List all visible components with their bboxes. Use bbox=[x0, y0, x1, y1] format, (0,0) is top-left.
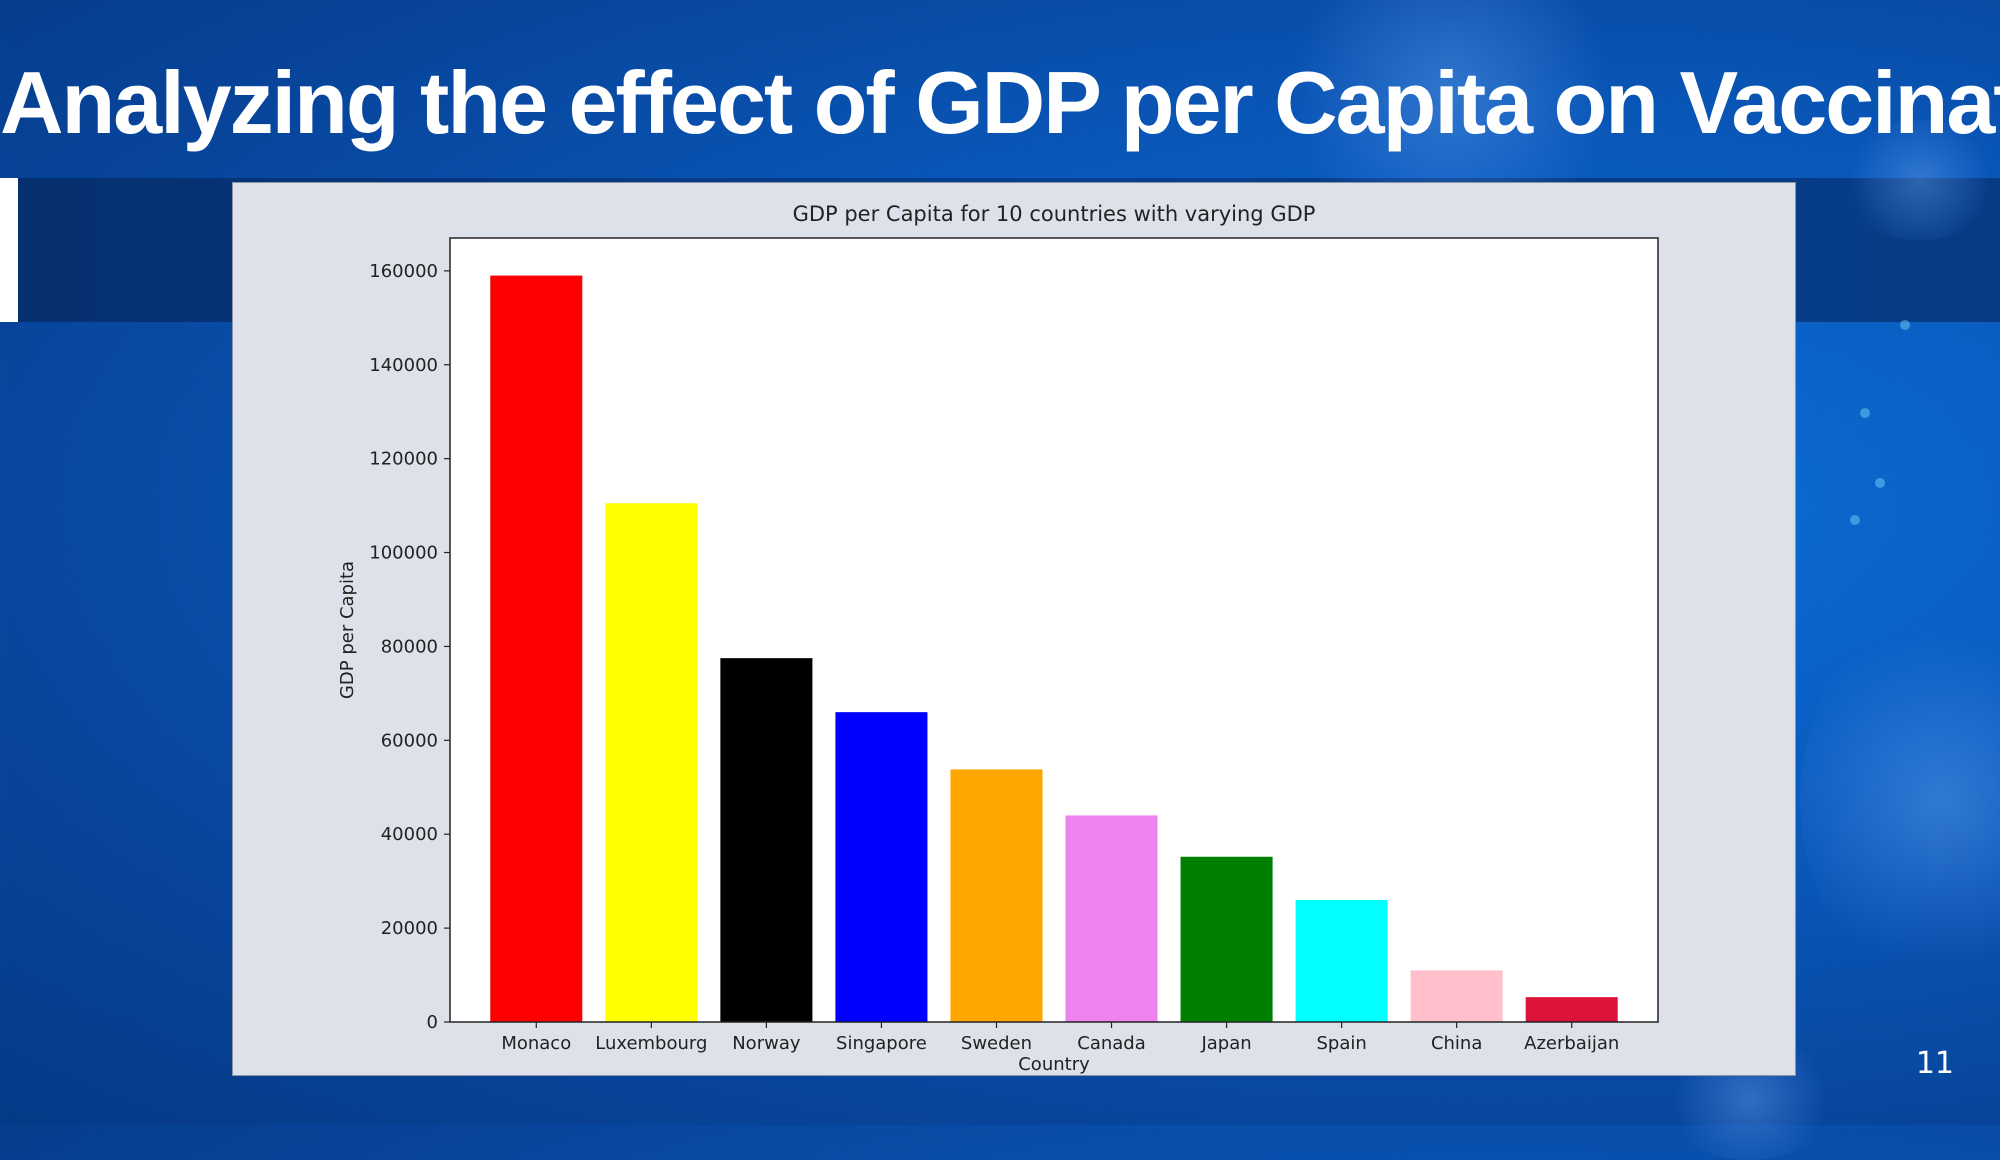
bar-spain bbox=[1295, 899, 1388, 1022]
x-tick-label: Canada bbox=[1077, 1033, 1146, 1054]
y-tick-label: 140000 bbox=[369, 355, 438, 376]
particle-dot bbox=[1900, 320, 1910, 330]
particle-dot bbox=[1875, 478, 1885, 488]
y-tick-label: 20000 bbox=[381, 918, 438, 939]
virus-decoration-right bbox=[1800, 610, 2000, 990]
y-tick-label: 160000 bbox=[369, 261, 438, 282]
y-tick-label: 80000 bbox=[381, 636, 438, 657]
y-tick-label: 60000 bbox=[381, 730, 438, 751]
chart-figure: Monaco Luxembourg Norway Singapore Sweden Can… bbox=[232, 182, 1796, 1076]
bar-luxembourg bbox=[605, 503, 698, 1023]
y-tick-label: 40000 bbox=[381, 824, 438, 845]
x-axis-label: Country bbox=[1018, 1054, 1090, 1075]
bar-sweden bbox=[950, 769, 1043, 1022]
virus-decoration-top-right bbox=[1840, 120, 2000, 240]
x-tick-label: Sweden bbox=[961, 1033, 1032, 1054]
y-axis-label: GDP per Capita bbox=[337, 561, 358, 699]
x-tick-label: Norway bbox=[732, 1033, 801, 1054]
x-tick-label: Singapore bbox=[836, 1033, 927, 1054]
bar-japan bbox=[1180, 856, 1273, 1022]
plot-border bbox=[449, 237, 1659, 1023]
bar-norway bbox=[720, 658, 813, 1022]
bar-chart: Monaco Luxembourg Norway Singapore Sweden Can… bbox=[337, 202, 1659, 1075]
x-tick-label: Spain bbox=[1316, 1033, 1366, 1054]
x-tick-label: Azerbaijan bbox=[1524, 1033, 1619, 1054]
page-number: 11 bbox=[1915, 1046, 1954, 1081]
chart-title: GDP per Capita for 10 countries with var… bbox=[793, 202, 1316, 226]
bar-canada bbox=[1065, 815, 1158, 1022]
bar-china bbox=[1410, 970, 1503, 1022]
particle-dot bbox=[1860, 408, 1870, 418]
particle-dot bbox=[1850, 515, 1860, 525]
y-tick-label: 0 bbox=[427, 1012, 438, 1033]
x-tick-label: Monaco bbox=[501, 1033, 571, 1054]
y-tick-label: 120000 bbox=[369, 449, 438, 470]
slide-title: Analyzing the effect of GDP per Capita o… bbox=[0, 53, 2000, 152]
bar-singapore bbox=[835, 712, 928, 1022]
x-tick-label: Luxembourg bbox=[595, 1033, 707, 1054]
x-tick-label: China bbox=[1431, 1033, 1482, 1054]
y-tick-label: 100000 bbox=[369, 543, 438, 564]
x-tick-label: Japan bbox=[1200, 1033, 1251, 1054]
bar-azerbaijan bbox=[1525, 997, 1618, 1022]
accent-tab bbox=[0, 178, 18, 322]
bar-monaco bbox=[490, 275, 583, 1022]
